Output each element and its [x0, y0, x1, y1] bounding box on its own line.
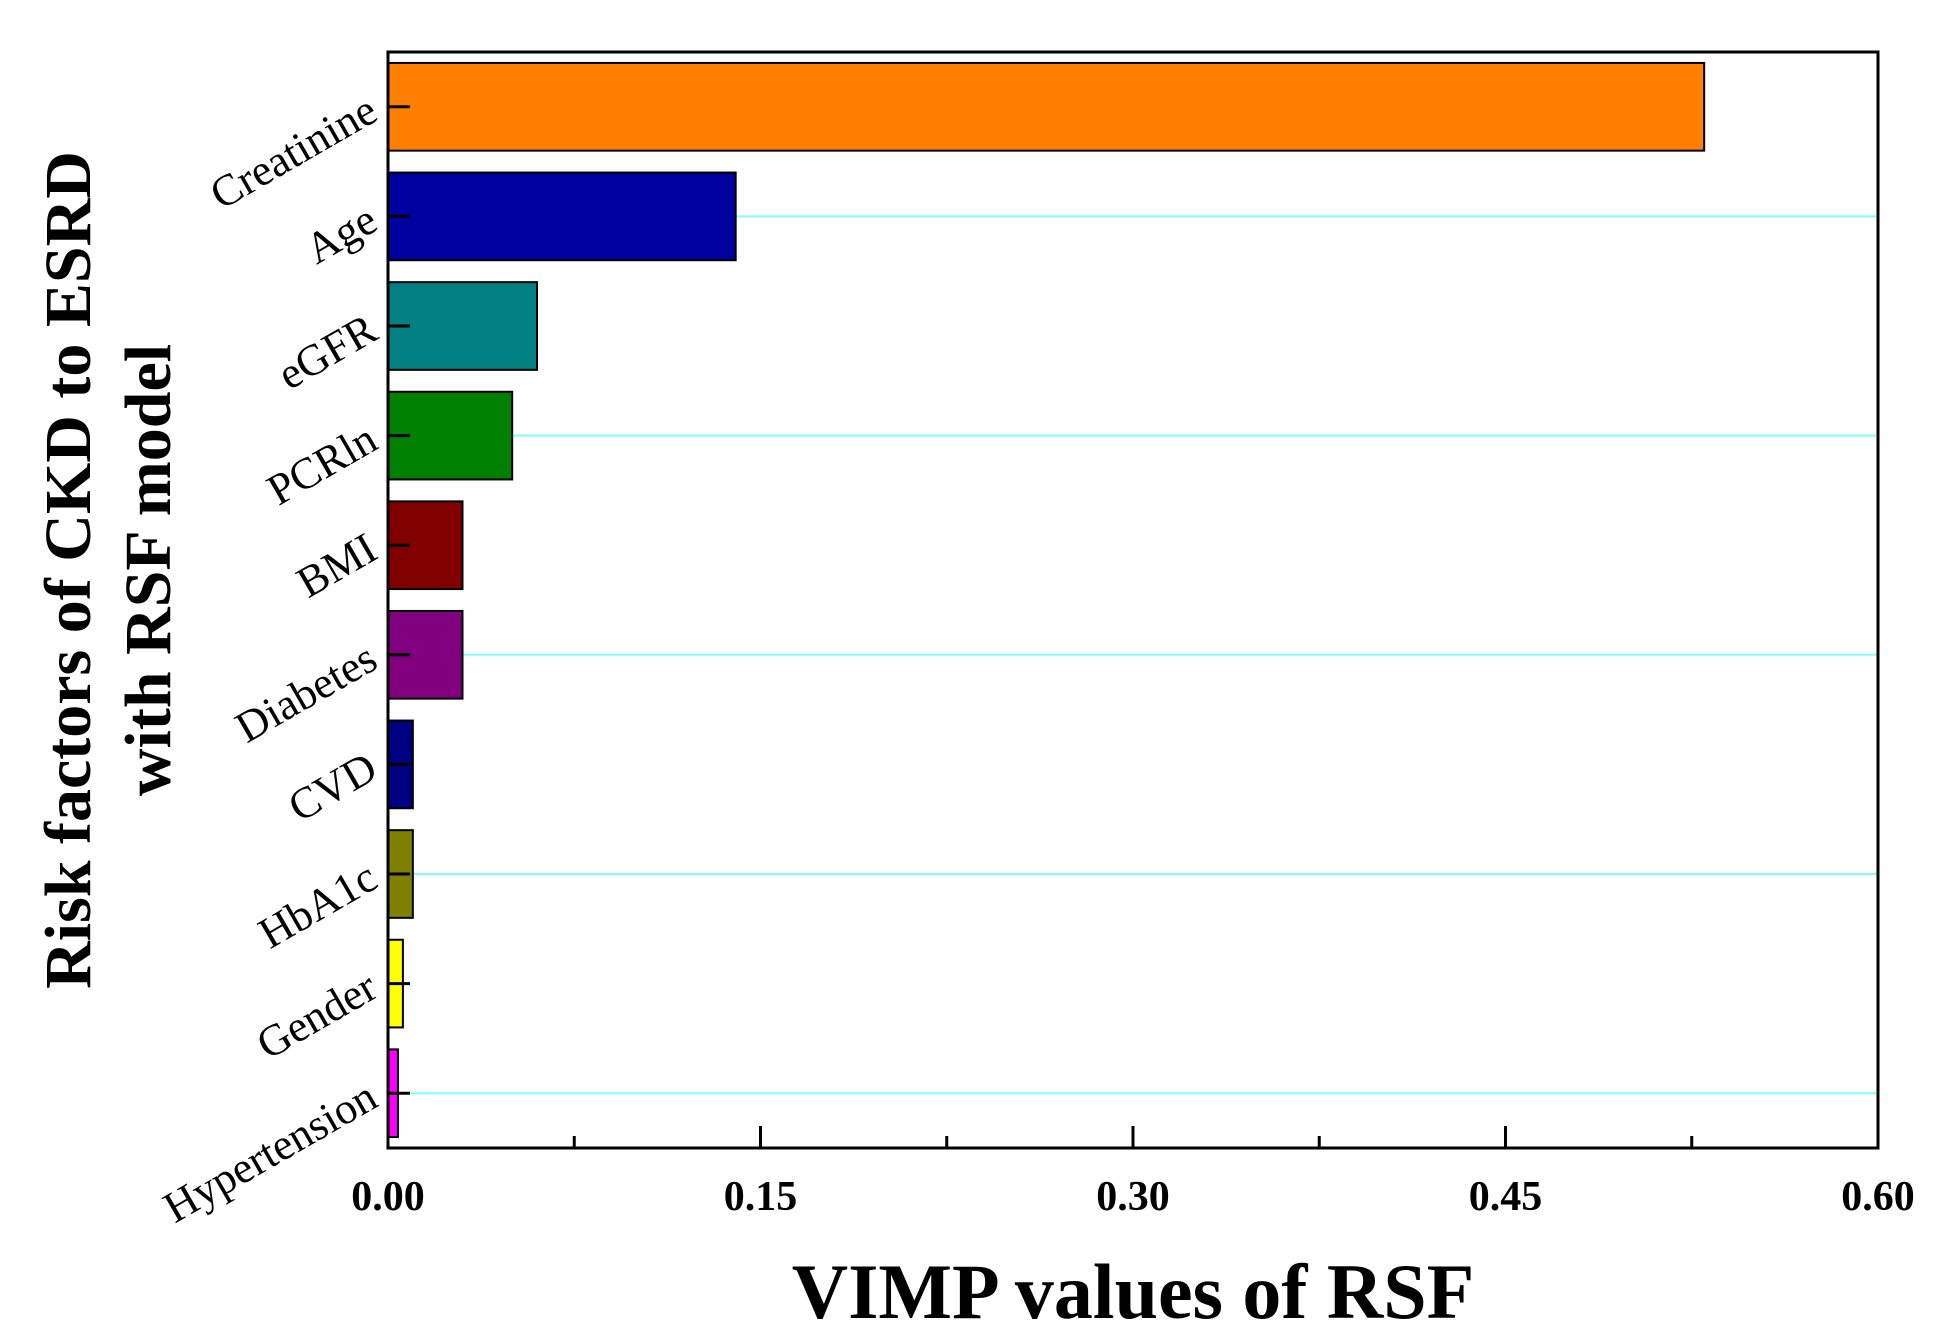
- category-label: BMI: [289, 523, 385, 607]
- bar-creatinine: [387, 61, 1706, 152]
- x-tick-labels: 0.00 0.15 0.30 0.45 0.60: [351, 1174, 1915, 1220]
- bar-egfr: [387, 281, 538, 371]
- x-tick-label: 0.15: [724, 1174, 798, 1220]
- x-tick-label: 0.60: [1841, 1174, 1915, 1220]
- x-ticks: [386, 1126, 1880, 1148]
- category-label: Diabetes: [227, 633, 385, 752]
- category-label: Gender: [248, 962, 385, 1069]
- y-ticks: [388, 105, 410, 1095]
- x-axis-title: VIMP values of RSF: [792, 1248, 1475, 1335]
- x-tick-label: 0.45: [1469, 1174, 1543, 1220]
- bar-age: [387, 171, 737, 262]
- y-axis-title: Risk factors of CKD to ESRD with RSF mod…: [32, 151, 185, 989]
- y-axis-title-line-1: Risk factors of CKD to ESRD: [32, 151, 105, 989]
- category-label: PCRln: [259, 414, 385, 515]
- category-labels: CreatinineAgeeGFRPCRlnBMIDiabetesCVDHbA1…: [155, 85, 385, 1232]
- category-label: CVD: [280, 743, 385, 832]
- category-label: HbA1c: [250, 852, 385, 958]
- gridlines: [388, 215, 1878, 1095]
- y-axis-title-line-2: with RSF model: [112, 344, 185, 796]
- category-label: eGFR: [269, 304, 385, 399]
- bars: [387, 61, 1706, 1139]
- bar-diabetes: [387, 609, 464, 700]
- x-tick-label: 0.00: [351, 1174, 425, 1220]
- category-label: Age: [297, 195, 385, 274]
- x-tick-label: 0.30: [1096, 1174, 1170, 1220]
